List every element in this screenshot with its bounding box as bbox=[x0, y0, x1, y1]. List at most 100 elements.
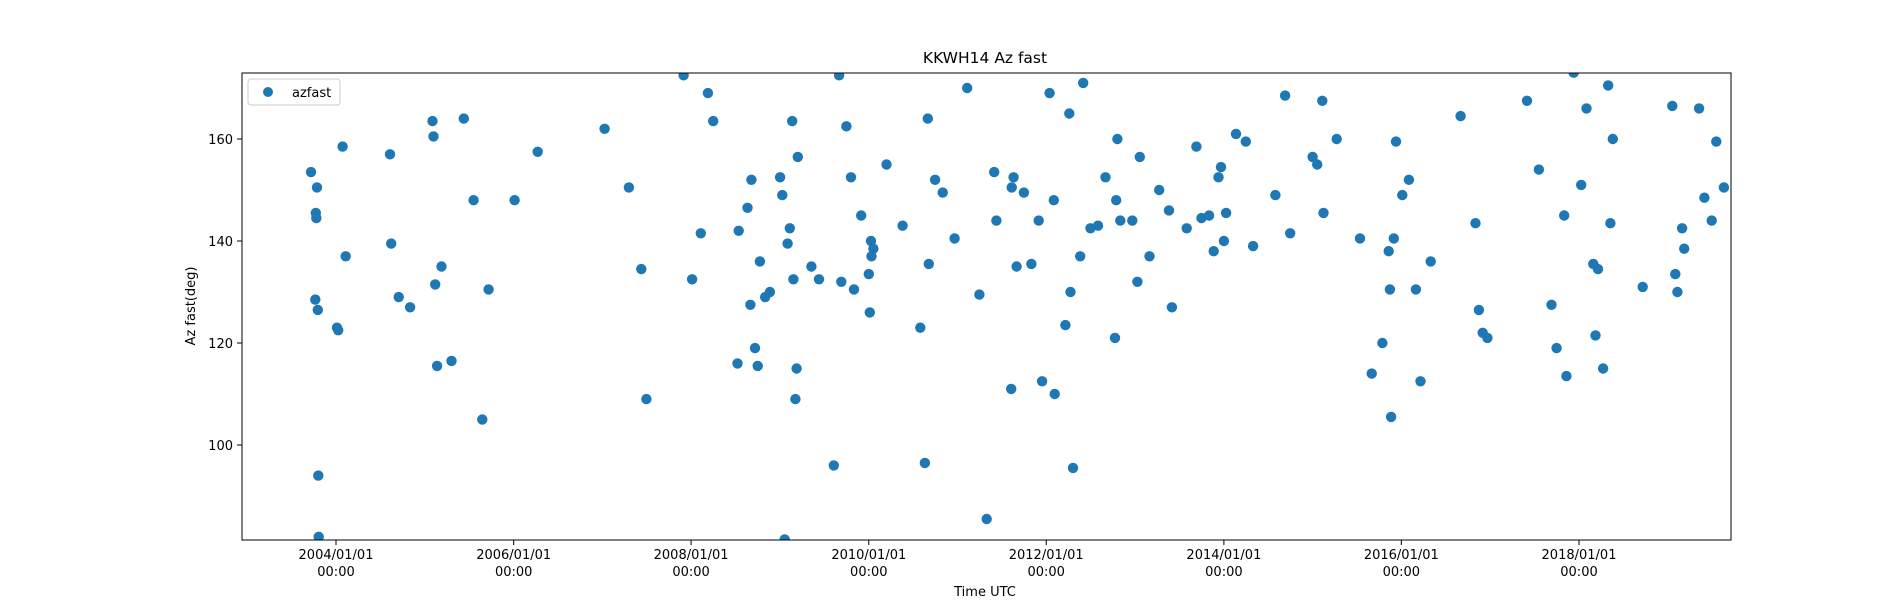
data-point bbox=[1166, 302, 1178, 313]
data-point bbox=[1132, 276, 1143, 287]
data-point bbox=[779, 534, 790, 540]
data-point bbox=[337, 141, 348, 152]
data-point bbox=[833, 73, 845, 81]
data-point bbox=[806, 261, 817, 272]
data-point bbox=[1109, 332, 1121, 344]
data-point bbox=[791, 363, 802, 374]
data-point bbox=[1060, 319, 1071, 331]
data-point bbox=[1568, 73, 1579, 78]
chart-title: KKWH14 Az fast bbox=[923, 49, 1047, 67]
data-point bbox=[1203, 210, 1215, 221]
data-point bbox=[1385, 411, 1397, 423]
data-point bbox=[1551, 342, 1562, 354]
data-point bbox=[1044, 87, 1055, 99]
data-point bbox=[1270, 189, 1281, 201]
data-point bbox=[313, 470, 324, 481]
data-point bbox=[1112, 133, 1123, 145]
x-tick-sublabel: 00:00 bbox=[672, 565, 709, 580]
data-point bbox=[949, 233, 960, 244]
data-point bbox=[1331, 133, 1342, 145]
data-point bbox=[1018, 187, 1030, 198]
data-point bbox=[532, 146, 543, 157]
data-point bbox=[929, 174, 941, 185]
data-point bbox=[483, 284, 494, 295]
data-point bbox=[764, 286, 776, 298]
data-point bbox=[468, 195, 479, 206]
y-axis-label: Az fast(deg) bbox=[184, 267, 199, 346]
data-point bbox=[787, 115, 798, 127]
data-point bbox=[1397, 189, 1408, 201]
data-point bbox=[312, 304, 323, 316]
x-tick-label: 2014/01/01 bbox=[1186, 548, 1261, 563]
data-point bbox=[1415, 376, 1426, 387]
data-point bbox=[1230, 128, 1242, 140]
x-tick-sublabel: 00:00 bbox=[850, 565, 887, 580]
data-point bbox=[1693, 103, 1705, 114]
data-point bbox=[1590, 330, 1601, 341]
data-point bbox=[774, 172, 786, 183]
data-point bbox=[1191, 141, 1202, 152]
data-point bbox=[1011, 261, 1022, 272]
data-point bbox=[897, 220, 908, 231]
data-point bbox=[678, 73, 689, 81]
data-point bbox=[752, 360, 763, 372]
data-point bbox=[404, 302, 416, 313]
y-tick-label: 160 bbox=[208, 133, 233, 148]
data-point bbox=[788, 274, 799, 285]
data-point bbox=[1144, 251, 1155, 262]
data-point bbox=[777, 189, 788, 201]
data-point bbox=[937, 187, 948, 198]
data-point bbox=[1637, 281, 1648, 293]
x-tick-label: 2008/01/01 bbox=[654, 548, 729, 563]
data-point bbox=[333, 325, 344, 336]
data-point bbox=[792, 151, 803, 163]
legend: azfast bbox=[247, 78, 341, 106]
data-point bbox=[430, 279, 441, 290]
data-point bbox=[1033, 215, 1044, 226]
data-point bbox=[1576, 179, 1587, 191]
data-point bbox=[1607, 133, 1619, 145]
data-point bbox=[1425, 256, 1436, 267]
x-tick-sublabel: 00:00 bbox=[317, 565, 354, 580]
data-point bbox=[636, 263, 647, 275]
data-point bbox=[1473, 304, 1485, 316]
data-point bbox=[1388, 233, 1400, 244]
data-point bbox=[458, 113, 469, 124]
data-point bbox=[623, 182, 635, 193]
data-point bbox=[1597, 363, 1609, 374]
data-point bbox=[1667, 100, 1678, 112]
y-axis: 100 120 140 160 bbox=[208, 133, 242, 454]
data-point bbox=[868, 243, 879, 254]
x-tick-label: 2010/01/01 bbox=[831, 548, 906, 563]
data-point bbox=[1403, 174, 1415, 185]
data-point bbox=[746, 174, 757, 185]
data-point bbox=[446, 355, 457, 367]
data-point bbox=[1699, 192, 1710, 203]
data-point bbox=[427, 115, 438, 127]
legend-marker bbox=[263, 87, 273, 97]
data-point bbox=[733, 225, 744, 236]
data-point bbox=[981, 513, 992, 525]
data-point bbox=[1455, 110, 1466, 122]
data-point bbox=[477, 414, 488, 425]
data-point bbox=[1521, 95, 1533, 107]
data-point bbox=[1377, 337, 1388, 349]
data-point bbox=[1383, 246, 1394, 257]
data-point bbox=[732, 358, 743, 369]
data-point bbox=[708, 115, 719, 127]
data-point bbox=[1026, 258, 1037, 270]
data-point bbox=[1075, 251, 1086, 262]
data-point bbox=[863, 268, 874, 280]
data-point bbox=[1100, 172, 1111, 183]
data-point bbox=[1163, 205, 1175, 216]
data-point bbox=[782, 238, 793, 249]
data-point bbox=[1134, 151, 1146, 163]
data-point bbox=[311, 182, 323, 193]
y-tick-label: 140 bbox=[208, 235, 233, 250]
x-tick-label: 2016/01/01 bbox=[1364, 548, 1439, 563]
data-point bbox=[841, 121, 852, 132]
data-point bbox=[1317, 95, 1328, 107]
data-point bbox=[923, 258, 934, 270]
x-tick-label: 2004/01/01 bbox=[299, 548, 374, 563]
